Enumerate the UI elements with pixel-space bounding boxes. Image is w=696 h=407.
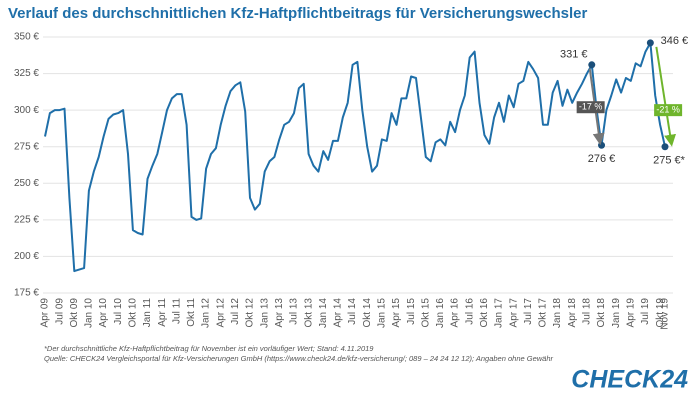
x-tick-label: Jul 19: [640, 298, 651, 325]
x-tick-label: Okt 18: [596, 298, 607, 328]
x-tick-label: Okt 14: [362, 298, 373, 328]
x-tick-label: Jul 14: [347, 298, 358, 325]
x-tick-label: Jul 10: [113, 298, 124, 325]
x-tick-label: Jan 12: [201, 298, 212, 328]
x-tick-label: Apr 18: [567, 298, 578, 328]
source: Quelle: CHECK24 Vergleichsportal für Kfz…: [44, 354, 554, 363]
y-tick-label: 275 €: [14, 141, 39, 152]
x-tick-label: Jan 13: [259, 298, 270, 328]
logo: CHECK24: [571, 366, 688, 394]
x-tick-label: Apr 11: [157, 298, 168, 327]
x-tick-label: Jan 16: [435, 298, 446, 328]
x-tick-label: Apr 13: [274, 298, 285, 328]
x-tick-label: Okt 17: [538, 298, 549, 328]
highlight-point: [661, 143, 669, 151]
x-tick-label: Apr 19: [625, 298, 636, 328]
x-tick-label: Apr 17: [508, 298, 519, 328]
y-tick-label: 175 €: [14, 288, 39, 299]
x-tick-label: Apr 09: [40, 298, 51, 328]
annotation: 331 €: [560, 49, 588, 61]
y-tick-label: 250 €: [14, 178, 39, 189]
x-tick-label: Jan 15: [376, 298, 387, 328]
highlight-point: [598, 141, 606, 149]
x-tick-label: Okt 15: [420, 298, 431, 328]
x-tick-label: Jan 14: [318, 298, 329, 328]
footnote: *Der durchschnittliche Kfz-Haftpflichtbe…: [44, 344, 374, 353]
x-tick-label: Okt 16: [479, 298, 490, 328]
badge: [576, 101, 605, 114]
y-tick-label: 200 €: [14, 251, 39, 262]
x-tick-label: Jul 15: [406, 298, 417, 325]
y-tick-label: 325 €: [14, 68, 39, 79]
x-tick-label: Jul 11: [171, 298, 182, 324]
x-tick-label: Apr 10: [98, 298, 109, 328]
y-tick-label: 300 €: [14, 105, 39, 116]
x-tick-label: Jan 11: [142, 298, 153, 328]
badge-label: -21 %: [656, 105, 680, 115]
line: [44, 41, 666, 273]
annotation: 275 €*: [653, 155, 686, 167]
badge: [654, 104, 683, 117]
highlight-point: [588, 61, 596, 69]
x-tick-label: Okt 10: [128, 298, 139, 328]
x-tick-label: Jul 09: [54, 298, 65, 325]
x-tick-label: Apr 16: [450, 298, 461, 328]
y-tick-label: 350 €: [14, 32, 39, 43]
annotation: 346 €: [661, 35, 689, 47]
x-tick-label: Okt 09: [69, 298, 80, 328]
x-tick-label: Okt 11: [186, 298, 197, 327]
x-tick-label: Okt 12: [245, 298, 256, 328]
x-tick-label: Jul 18: [582, 298, 593, 325]
x-tick-label: Okt 19: [655, 298, 666, 328]
x-tick-label: Apr 12: [215, 298, 226, 328]
x-tick-label: Jul 12: [230, 298, 241, 325]
badge-label: -17 %: [579, 102, 603, 112]
x-tick-label: Jul 16: [464, 298, 475, 325]
arrow: [655, 46, 677, 147]
x-tick-label: Apr 14: [333, 298, 344, 328]
x-tick-label: Jan 10: [84, 298, 95, 328]
y-tick-label: 225 €: [14, 214, 39, 225]
x-tick-label: Jan 19: [611, 298, 622, 328]
highlight-point: [646, 39, 654, 47]
chart-title: Verlauf des durchschnittlichen Kfz-Haftp…: [8, 5, 587, 22]
x-tick-label: Okt 13: [303, 298, 314, 328]
annotation: 276 €: [588, 153, 616, 165]
x-tick-label: Jan 17: [494, 298, 505, 328]
x-tick-label: Jul 17: [523, 298, 534, 325]
x-tick-label: Nov 19: [660, 298, 671, 330]
x-tick-label: Jan 18: [552, 298, 563, 328]
x-tick-label: Apr 15: [391, 298, 402, 328]
x-tick-label: Jul 13: [289, 298, 300, 325]
